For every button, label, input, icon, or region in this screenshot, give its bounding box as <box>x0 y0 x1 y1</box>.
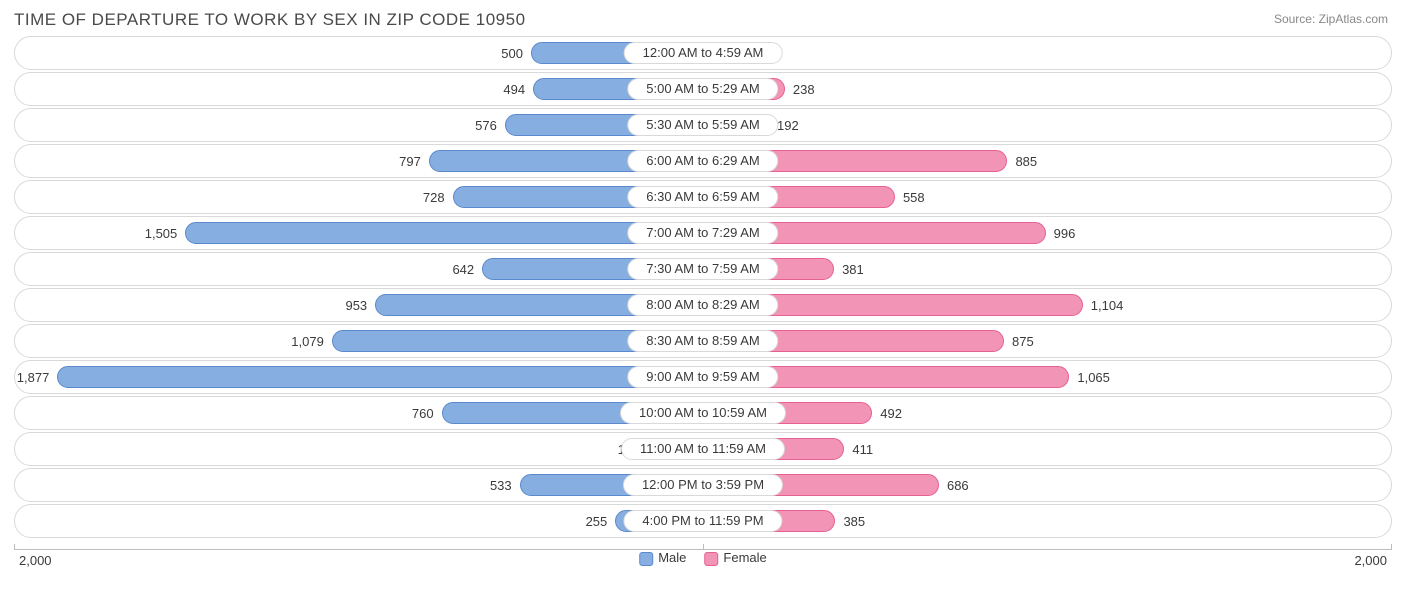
row-label: 4:00 PM to 11:59 PM <box>623 510 782 532</box>
row-label: 8:00 AM to 8:29 AM <box>627 294 778 316</box>
value-female: 1,104 <box>1091 298 1124 313</box>
row-label: 12:00 PM to 3:59 PM <box>623 474 783 496</box>
value-male: 1,505 <box>145 226 178 241</box>
chart-row: 50013612:00 AM to 4:59 AM <box>14 36 1392 70</box>
value-female: 411 <box>852 442 873 457</box>
chart-row: 533 686 12:00 PM to 3:59 PM <box>14 468 1392 502</box>
chart-row: 494 238 5:00 AM to 5:29 AM <box>14 72 1392 106</box>
value-male: 494 <box>503 82 525 97</box>
row-label: 8:30 AM to 8:59 AM <box>627 330 778 352</box>
value-male: 728 <box>423 190 445 205</box>
row-label: 6:00 AM to 6:29 AM <box>627 150 778 172</box>
value-male: 953 <box>345 298 367 313</box>
chart-row: 16241111:00 AM to 11:59 AM <box>14 432 1392 466</box>
chart-row: 1,079 875 8:30 AM to 8:59 AM <box>14 324 1392 358</box>
chart-row: 728 558 6:30 AM to 6:59 AM <box>14 180 1392 214</box>
chart-title: TIME OF DEPARTURE TO WORK BY SEX IN ZIP … <box>14 10 526 30</box>
chart-row: 1,877 1,065 9:00 AM to 9:59 AM <box>14 360 1392 394</box>
row-label: 10:00 AM to 10:59 AM <box>620 402 786 424</box>
value-female: 686 <box>947 478 969 493</box>
value-female: 885 <box>1015 154 1037 169</box>
value-male: 255 <box>586 514 608 529</box>
legend-male: Male <box>639 550 686 566</box>
chart-row: 760 492 10:00 AM to 10:59 AM <box>14 396 1392 430</box>
chart-row: 642 381 7:30 AM to 7:59 AM <box>14 252 1392 286</box>
value-male: 576 <box>475 118 497 133</box>
value-male: 533 <box>490 478 512 493</box>
value-female: 1,065 <box>1077 370 1110 385</box>
row-label: 7:30 AM to 7:59 AM <box>627 258 778 280</box>
chart-row: 576 1925:30 AM to 5:59 AM <box>14 108 1392 142</box>
legend-label-female: Female <box>723 550 766 565</box>
value-male: 1,079 <box>291 334 324 349</box>
value-male: 1,877 <box>17 370 50 385</box>
value-female: 492 <box>880 406 902 421</box>
axis-area: 2,000 2,000 Male Female <box>14 544 1392 584</box>
row-label: 5:30 AM to 5:59 AM <box>627 114 778 136</box>
legend: Male Female <box>639 550 767 566</box>
value-male: 500 <box>501 46 523 61</box>
source-label: Source: ZipAtlas.com <box>1274 12 1388 26</box>
value-female: 381 <box>842 262 864 277</box>
row-label: 11:00 AM to 11:59 AM <box>621 438 785 460</box>
legend-swatch-female <box>704 552 718 566</box>
chart-row: 797 885 6:00 AM to 6:29 AM <box>14 144 1392 178</box>
value-female: 996 <box>1054 226 1076 241</box>
chart-row: 255 385 4:00 PM to 11:59 PM <box>14 504 1392 538</box>
diverging-bar-chart: 50013612:00 AM to 4:59 AM 494 238 5:00 AM t… <box>14 36 1392 540</box>
chart-row: 1,505 996 7:00 AM to 7:29 AM <box>14 216 1392 250</box>
value-female: 385 <box>843 514 865 529</box>
bar-male <box>185 222 703 244</box>
chart-row: 953 1,104 8:00 AM to 8:29 AM <box>14 288 1392 322</box>
value-male: 797 <box>399 154 421 169</box>
legend-female: Female <box>704 550 766 566</box>
bar-male <box>57 366 703 388</box>
row-label: 12:00 AM to 4:59 AM <box>624 42 783 64</box>
value-male: 642 <box>452 262 474 277</box>
row-label: 7:00 AM to 7:29 AM <box>627 222 778 244</box>
axis-line-right <box>703 544 1392 550</box>
value-female: 192 <box>777 118 799 133</box>
value-female: 558 <box>903 190 925 205</box>
row-label: 9:00 AM to 9:59 AM <box>627 366 778 388</box>
legend-swatch-male <box>639 552 653 566</box>
legend-label-male: Male <box>658 550 686 565</box>
value-female: 238 <box>793 82 815 97</box>
axis-label-left: 2,000 <box>19 553 52 568</box>
value-female: 875 <box>1012 334 1034 349</box>
axis-line-left <box>14 544 703 550</box>
row-label: 5:00 AM to 5:29 AM <box>627 78 778 100</box>
value-male: 760 <box>412 406 434 421</box>
axis-label-right: 2,000 <box>1354 553 1387 568</box>
row-label: 6:30 AM to 6:59 AM <box>627 186 778 208</box>
